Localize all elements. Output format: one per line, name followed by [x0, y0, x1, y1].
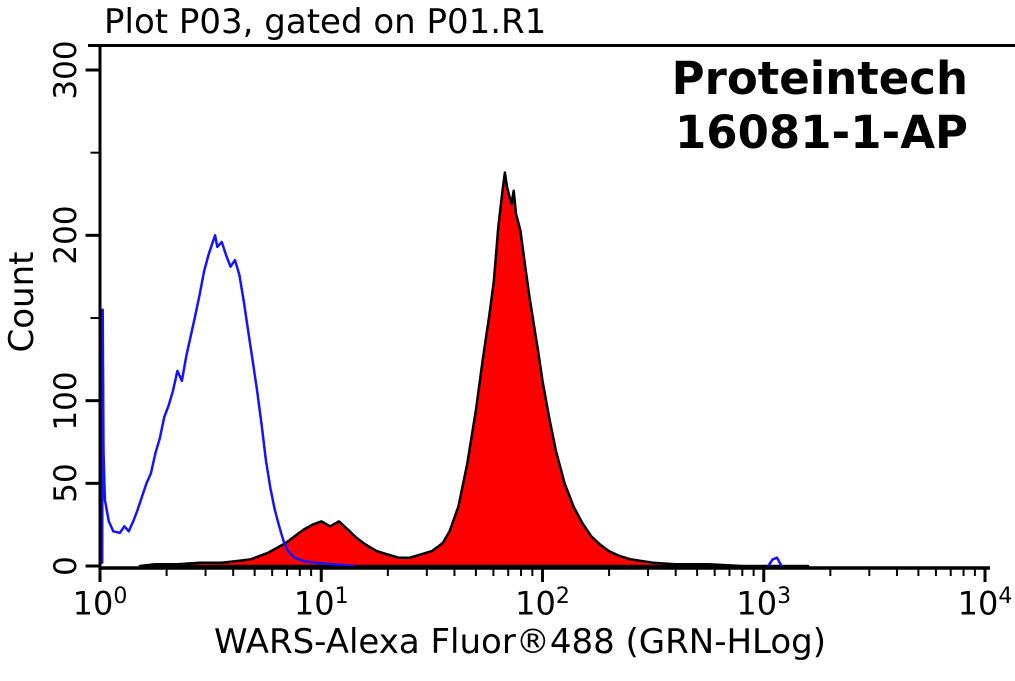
y-tick-label: 100	[48, 371, 84, 431]
annotation-block: Proteintech 16081-1-AP	[672, 52, 968, 160]
y-tick-label: 300	[48, 40, 84, 100]
y-tick-label: 200	[48, 205, 84, 265]
x-tick-label: 104	[957, 584, 1013, 623]
series-control	[766, 556, 783, 568]
plot-title: Plot P03, gated on P01.R1	[104, 2, 547, 42]
y-tick-label: 50	[48, 463, 84, 504]
title-underline	[88, 44, 1015, 47]
x-axis-label: WARS-Alexa Fluor®488 (GRN-HLog)	[213, 622, 827, 662]
x-tick-label: 103	[736, 584, 792, 623]
series-antibody-stained	[138, 171, 810, 568]
x-axis-tick-labels: 100 101 102 103 104	[0, 584, 1015, 632]
annotation-catalog-number: 16081-1-AP	[674, 106, 968, 159]
x-tick-label: 102	[515, 584, 570, 623]
annotation-vendor: Proteintech	[671, 52, 968, 105]
x-tick-label: 101	[293, 584, 349, 623]
series-control	[100, 234, 356, 568]
y-axis-label: Count	[2, 251, 42, 353]
y-tick-label: 0	[48, 556, 84, 576]
x-tick-label: 100	[72, 584, 128, 623]
